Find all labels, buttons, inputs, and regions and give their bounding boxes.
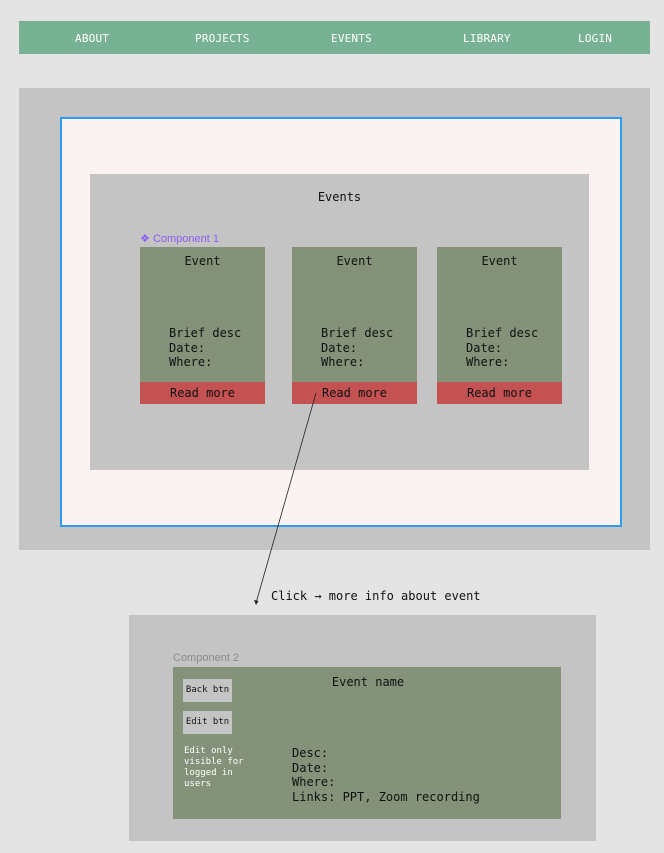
event-card-details: Brief desc Date: Where: — [169, 326, 241, 370]
edit-button[interactable]: Edit btn — [183, 711, 232, 734]
component-1-label[interactable]: ❖ Component 1 — [140, 232, 219, 245]
event-card-details: Brief desc Date: Where: — [321, 326, 393, 370]
back-button[interactable]: Back btn — [183, 679, 232, 702]
nav-item-library[interactable]: LIBRARY — [463, 32, 511, 45]
event-card: Event Brief desc Date: Where: Read more — [140, 247, 265, 404]
nav-item-projects[interactable]: PROJECTS — [195, 32, 250, 45]
event-card-title: Event — [184, 254, 221, 268]
top-nav: ABOUT PROJECTS EVENTS LIBRARY LOGIN — [19, 21, 650, 54]
event-card: Event Brief desc Date: Where: Read more — [437, 247, 562, 404]
event-card-title: Event — [336, 254, 373, 268]
detail-date: Date: — [292, 760, 329, 775]
event-card: Event Brief desc Date: Where: Read more — [292, 247, 417, 404]
event-card-date: Date: — [466, 340, 503, 355]
read-more-button[interactable]: Read more — [140, 382, 265, 404]
detail-links[interactable]: Links: PPT, Zoom recording — [292, 789, 480, 804]
event-card-desc: Brief desc — [169, 326, 242, 340]
event-card-date: Date: — [321, 340, 358, 355]
event-card-desc: Brief desc — [321, 326, 394, 340]
event-card-date: Date: — [169, 340, 206, 355]
detail-desc: Desc: — [292, 746, 329, 760]
read-more-button[interactable]: Read more — [292, 382, 417, 404]
event-name-title: Event name — [331, 675, 405, 689]
nav-item-about[interactable]: ABOUT — [75, 32, 110, 45]
detail-where: Where: — [292, 775, 336, 789]
event-card-where: Where: — [321, 355, 365, 369]
event-card-desc: Brief desc — [466, 326, 539, 340]
read-more-button[interactable]: Read more — [437, 382, 562, 404]
component-1-name: Component 1 — [152, 233, 219, 245]
edit-visibility-note: Edit only visible for logged in users — [184, 746, 244, 789]
component-diamond-icon: ❖ — [140, 233, 150, 245]
nav-item-events[interactable]: EVENTS — [331, 32, 372, 45]
event-card-details: Brief desc Date: Where: — [466, 326, 538, 370]
event-detail-fields: Desc: Date: Where: Links: PPT, Zoom recordi… — [292, 746, 480, 804]
click-annotation: Click → more info about event — [271, 589, 481, 603]
component-2-label[interactable]: Component 2 — [173, 652, 240, 664]
nav-item-login[interactable]: LOGIN — [578, 32, 613, 45]
event-card-where: Where: — [169, 355, 213, 369]
events-title: Events — [317, 190, 362, 204]
event-detail-card — [173, 667, 561, 819]
event-card-where: Where: — [466, 355, 510, 369]
event-card-title: Event — [481, 254, 518, 268]
